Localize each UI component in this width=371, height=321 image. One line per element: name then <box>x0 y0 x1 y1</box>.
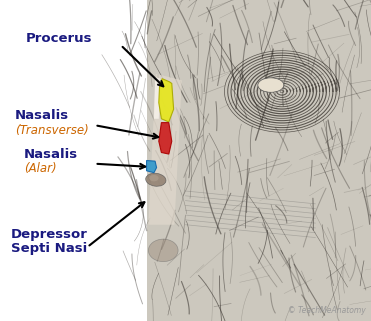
Polygon shape <box>147 160 157 173</box>
Ellipse shape <box>146 173 166 186</box>
Text: Nasalis: Nasalis <box>24 148 78 160</box>
Text: Depressor: Depressor <box>11 228 88 241</box>
Ellipse shape <box>258 78 284 92</box>
Text: Nasalis: Nasalis <box>15 109 69 122</box>
Polygon shape <box>148 74 182 225</box>
Text: (Transverse): (Transverse) <box>15 124 89 136</box>
Polygon shape <box>147 0 371 321</box>
Ellipse shape <box>148 239 178 262</box>
Polygon shape <box>159 123 172 154</box>
Polygon shape <box>159 79 174 122</box>
Text: Procerus: Procerus <box>26 32 92 45</box>
Text: © TeachMeAnatomy: © TeachMeAnatomy <box>288 306 365 315</box>
Text: Septi Nasi: Septi Nasi <box>11 242 88 255</box>
Text: (Alar): (Alar) <box>24 162 57 175</box>
Ellipse shape <box>149 175 158 181</box>
Polygon shape <box>154 77 160 119</box>
